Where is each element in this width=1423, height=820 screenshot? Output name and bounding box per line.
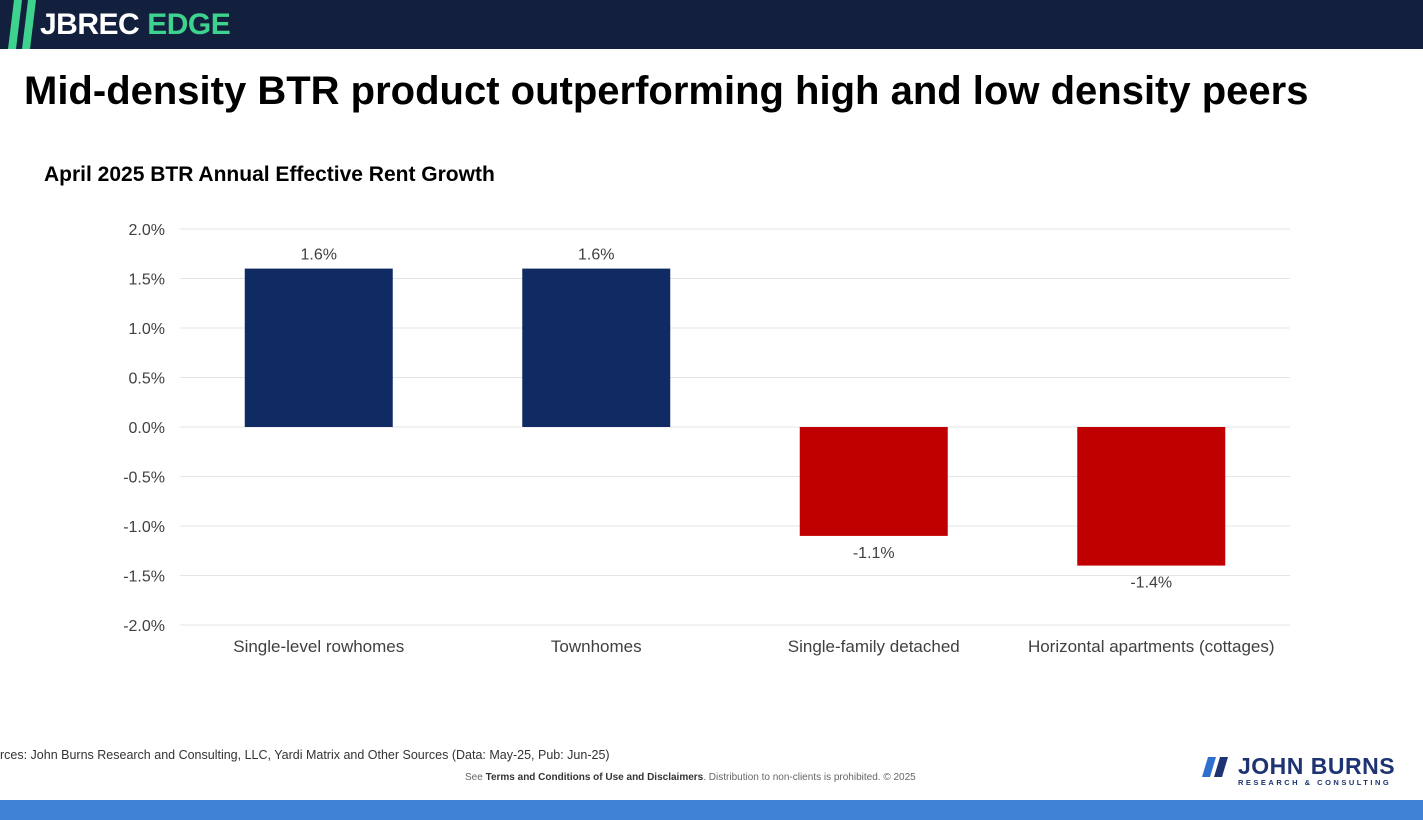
- terms-note: See Terms and Conditions of Use and Disc…: [465, 770, 916, 786]
- bar-chart: 2.0% 1.5% 1.0% 0.5% 0.0% -0.5% -1.0% -1.5% -2.0%…: [123, 222, 1290, 656]
- app-logo: JBREC EDGE: [40, 6, 231, 44]
- bottom-bar: [0, 800, 1423, 820]
- slide-title: Mid-density BTR product outperforming hi…: [24, 69, 1309, 113]
- y-tick-label: 1.5%: [129, 272, 165, 289]
- header-bar: JBREC EDGE: [0, 0, 1423, 49]
- x-tick-label: Single-family detached: [788, 637, 960, 656]
- y-tick-label: 2.0%: [129, 222, 165, 239]
- x-tick-label: Horizontal apartments (cottages): [1028, 637, 1275, 656]
- data-label: -1.1%: [853, 545, 895, 562]
- logo-stripes-icon: [8, 0, 36, 49]
- y-axis: 2.0% 1.5% 1.0% 0.5% 0.0% -0.5% -1.0% -1.5% -2.0%: [123, 222, 165, 635]
- logo-accent: EDGE: [147, 8, 231, 41]
- y-tick-label: -0.5%: [123, 470, 165, 487]
- data-label: -1.4%: [1130, 575, 1172, 592]
- bar: [522, 268, 671, 427]
- y-tick-label: -1.5%: [123, 569, 165, 586]
- chart-title: April 2025 BTR Annual Effective Rent Gro…: [44, 163, 495, 186]
- x-tick-label: Townhomes: [551, 637, 642, 656]
- y-tick-label: 0.0%: [129, 420, 165, 437]
- john-burns-mark-icon: [1202, 757, 1228, 777]
- y-tick-label: -1.0%: [123, 519, 165, 536]
- terms-prefix: See: [465, 772, 486, 783]
- y-tick-label: -2.0%: [123, 618, 165, 635]
- y-tick-label: 1.0%: [129, 321, 165, 338]
- terms-suffix: . Distribution to non-clients is prohibi…: [703, 772, 916, 783]
- john-burns-logo: JOHN BURNS RESEARCH & CONSULTING: [1200, 752, 1400, 792]
- data-label: 1.6%: [578, 247, 614, 264]
- logo-primary: JBREC: [40, 8, 140, 41]
- terms-link[interactable]: Terms and Conditions of Use and Disclaim…: [485, 772, 704, 783]
- y-tick-label: 0.5%: [129, 371, 165, 388]
- x-tick-label: Single-level rowhomes: [233, 637, 404, 656]
- brand-subtitle: RESEARCH & CONSULTING: [1238, 778, 1392, 787]
- x-axis: Single-level rowhomes Townhomes Single-fam…: [233, 637, 1274, 656]
- chart-bars: [244, 268, 1226, 566]
- brand-name: JOHN BURNS: [1238, 753, 1396, 779]
- data-labels: 1.6% 1.6% -1.1% -1.4%: [301, 247, 1173, 592]
- source-note: rces: John Burns Research and Consulting…: [0, 748, 610, 762]
- bar: [244, 268, 393, 427]
- bar: [799, 427, 948, 536]
- data-label: 1.6%: [301, 247, 337, 264]
- bar: [1077, 427, 1226, 566]
